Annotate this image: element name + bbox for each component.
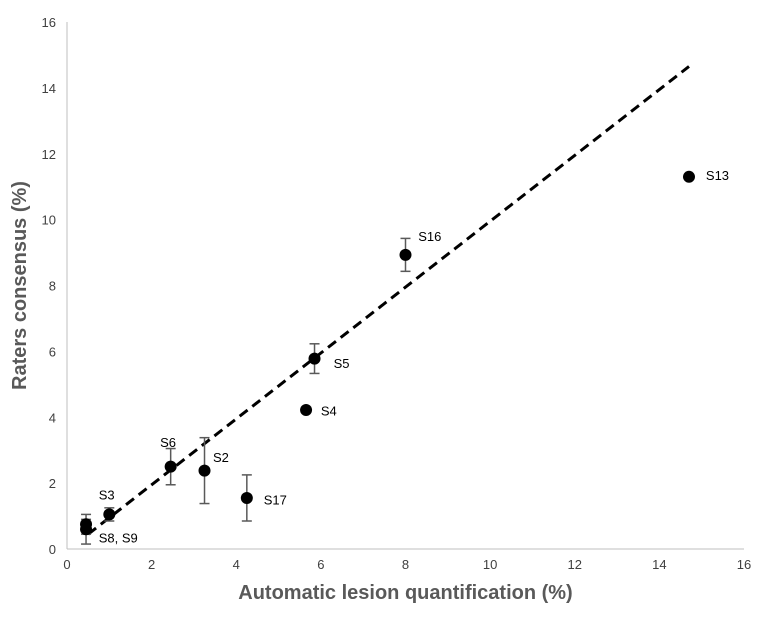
point-label: S2 <box>213 450 229 465</box>
point-label: S13 <box>706 168 729 183</box>
data-point <box>308 352 321 365</box>
data-point <box>103 508 116 521</box>
point-labels: S8, S9 S3 S6 S2 S17 S4 S5 S16 S13 <box>99 168 729 545</box>
point-label: S8, S9 <box>99 530 138 545</box>
y-tick-label: 16 <box>42 15 56 30</box>
x-tick-label: 8 <box>402 557 409 572</box>
point-label: S3 <box>99 488 115 503</box>
x-tick-label: 4 <box>233 557 240 572</box>
y-tick-label: 0 <box>49 542 56 557</box>
y-tick-label: 12 <box>42 147 56 162</box>
y-tick-labels: 0 2 4 6 8 10 12 14 16 <box>42 15 56 557</box>
data-point <box>80 523 93 536</box>
trendline <box>87 65 690 536</box>
y-tick-label: 2 <box>49 476 56 491</box>
y-tick-label: 8 <box>49 279 56 294</box>
y-tick-label: 4 <box>49 410 56 425</box>
y-tick-label: 14 <box>42 81 56 96</box>
data-point <box>240 491 253 504</box>
data-point <box>399 248 412 261</box>
x-axis-title: Automatic lesion quantification (%) <box>238 582 572 604</box>
data-point <box>198 464 211 477</box>
point-label: S5 <box>334 356 350 371</box>
point-label: S17 <box>264 493 287 508</box>
data-point <box>300 404 313 417</box>
y-axis-title: Raters consensus (%) <box>9 181 31 390</box>
x-tick-label: 12 <box>568 557 582 572</box>
x-tick-label: 0 <box>63 557 70 572</box>
data-points <box>80 170 695 536</box>
x-tick-labels: 0 2 4 6 8 10 12 14 16 <box>63 557 751 572</box>
data-point <box>682 170 695 183</box>
axes <box>66 22 744 550</box>
point-label: S6 <box>160 435 176 450</box>
x-tick-label: 16 <box>737 557 751 572</box>
x-tick-label: 10 <box>483 557 497 572</box>
point-label: S4 <box>321 404 337 419</box>
x-tick-label: 6 <box>317 557 324 572</box>
data-point <box>164 460 177 473</box>
y-tick-label: 10 <box>42 213 56 228</box>
x-tick-label: 2 <box>148 557 155 572</box>
point-label: S16 <box>418 229 441 244</box>
x-tick-label: 14 <box>652 557 666 572</box>
y-tick-label: 6 <box>49 344 56 359</box>
